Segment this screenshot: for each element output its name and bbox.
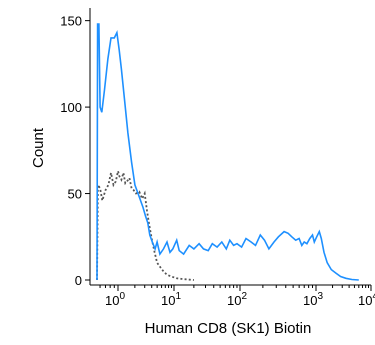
- y-tick-label: 100: [60, 100, 82, 115]
- series-line-solid: [96, 23, 359, 281]
- x-tick-label: 104: [358, 291, 375, 308]
- y-tick-label: 150: [60, 14, 82, 29]
- x-axis-title: Human CD8 (SK1) Biotin: [145, 320, 312, 337]
- y-tick-label: 0: [75, 273, 82, 288]
- x-axis-ticks: 100 101 102 103 104: [99, 285, 375, 308]
- plot-area: [96, 23, 359, 281]
- series-line-dotted: [96, 170, 194, 281]
- x-tick-label: 100: [105, 291, 125, 308]
- y-axis-ticks: 0 50 100 150: [60, 14, 90, 288]
- x-tick-label: 102: [227, 291, 247, 308]
- x-tick-label: 103: [303, 291, 323, 308]
- y-axis-title: Count: [30, 127, 47, 168]
- x-tick-label: 101: [161, 291, 181, 308]
- y-tick-label: 50: [68, 187, 82, 202]
